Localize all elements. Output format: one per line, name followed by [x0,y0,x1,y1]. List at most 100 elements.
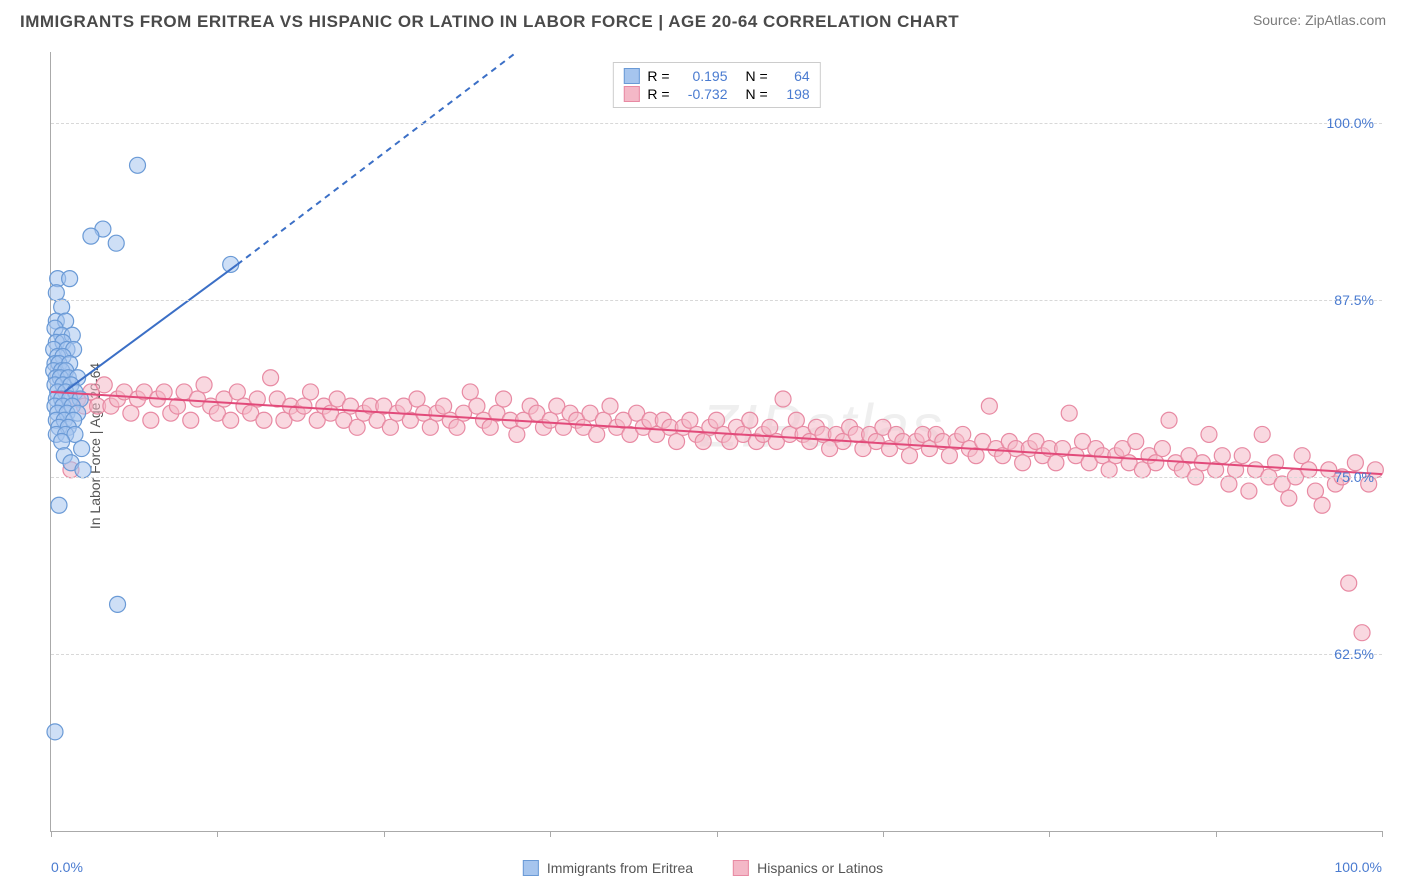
x-tick [384,831,385,837]
pink-point [1015,455,1031,471]
pink-point [256,412,272,428]
x-tick [217,831,218,837]
pink-point [1128,434,1144,450]
pink-point [682,412,698,428]
pink-point [788,412,804,428]
pink-point [143,412,159,428]
pink-point [775,391,791,407]
pink-point [1061,405,1077,421]
pink-point [1048,455,1064,471]
pink-point [1314,497,1330,513]
pink-point [1307,483,1323,499]
y-tick-label: 62.5% [1334,646,1374,662]
pink-point [496,391,512,407]
pink-point [422,419,438,435]
pink-point [1241,483,1257,499]
pink-point [1148,455,1164,471]
pink-point [436,398,452,414]
scatter-svg [51,52,1382,831]
pink-point [183,412,199,428]
pink-point [223,412,239,428]
pink-point [1294,448,1310,464]
pink-point [1354,625,1370,641]
pink-point [762,419,778,435]
x-legend-pink: Hispanics or Latinos [733,860,883,876]
x-tick [883,831,884,837]
pink-point [156,384,172,400]
pink-point [981,398,997,414]
blue-trendline-dashed [237,52,517,264]
r-label: R = [647,86,669,102]
blue-point [110,596,126,612]
blue-point [62,271,78,287]
y-tick-label: 100.0% [1327,115,1374,131]
pink-point [229,384,245,400]
x-tick [717,831,718,837]
gridline [51,654,1382,655]
blue-point [51,497,67,513]
pink-point [742,412,758,428]
pink-point [1161,412,1177,428]
gridline [51,123,1382,124]
pink-point [695,434,711,450]
pink-trendline [51,392,1382,474]
blue-point [83,228,99,244]
blue-point [54,434,70,450]
blue-point [130,157,146,173]
blue-point [47,724,63,740]
pink-point [709,412,725,428]
pink-point [1341,575,1357,591]
pink-point [482,419,498,435]
pink-point [955,426,971,442]
x-label-right: 100.0% [1335,859,1382,875]
n-value-blue: 64 [776,68,810,84]
pink-point [449,419,465,435]
n-label: N = [746,68,768,84]
pink-point [469,398,485,414]
legend-row-pink: R = -0.732 N = 198 [623,85,809,103]
pink-point [409,391,425,407]
correlation-legend: R = 0.195 N = 64 R = -0.732 N = 198 [612,62,820,108]
pink-point [1201,426,1217,442]
pink-point [1101,462,1117,478]
y-tick-label: 75.0% [1334,469,1374,485]
pink-point [349,419,365,435]
pink-point [303,384,319,400]
swatch-pink-icon [733,860,749,876]
x-legend-pink-label: Hispanics or Latinos [757,860,883,876]
pink-point [669,434,685,450]
pink-point [589,426,605,442]
pink-point [123,405,139,421]
x-tick [550,831,551,837]
x-tick [1382,831,1383,837]
x-tick [51,831,52,837]
pink-point [941,448,957,464]
x-tick [1049,831,1050,837]
pink-point [462,384,478,400]
blue-point [75,462,91,478]
pink-point [1234,448,1250,464]
x-tick [1216,831,1217,837]
pink-point [1254,426,1270,442]
gridline [51,300,1382,301]
pink-point [1214,448,1230,464]
swatch-pink-icon [623,86,639,102]
pink-point [263,370,279,386]
n-value-pink: 198 [776,86,810,102]
pink-point [96,377,112,393]
blue-trendline-solid [64,264,237,391]
x-label-left: 0.0% [51,859,83,875]
chart-title: IMMIGRANTS FROM ERITREA VS HISPANIC OR L… [20,12,959,32]
x-legend-blue-label: Immigrants from Eritrea [547,860,693,876]
pink-point [602,398,618,414]
y-tick-label: 87.5% [1334,292,1374,308]
pink-point [382,419,398,435]
source-attribution: Source: ZipAtlas.com [1253,12,1386,28]
x-axis-legend: Immigrants from Eritrea Hispanics or Lat… [523,860,883,876]
blue-point [108,235,124,251]
r-value-blue: 0.195 [678,68,728,84]
x-legend-blue: Immigrants from Eritrea [523,860,693,876]
pink-point [296,398,312,414]
r-label: R = [647,68,669,84]
pink-point [901,448,917,464]
